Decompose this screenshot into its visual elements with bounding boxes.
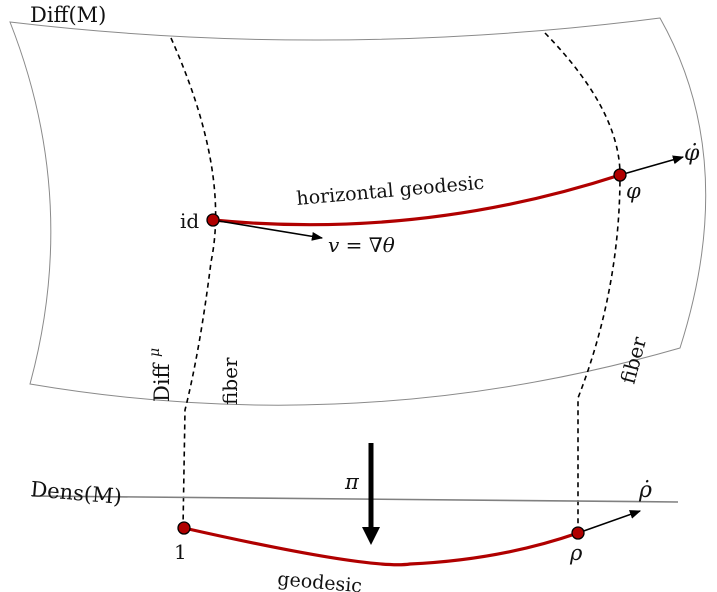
one-point xyxy=(177,521,191,535)
rho-point xyxy=(571,526,585,540)
diff-surface xyxy=(9,17,707,406)
dens-space-label: Dens(M) xyxy=(30,477,123,509)
phi-dot-arrow xyxy=(619,155,685,176)
identity-label: id xyxy=(180,209,199,233)
phi-label: φ xyxy=(626,179,641,203)
fiber-left-label: fiber xyxy=(218,357,242,405)
left-fiber-line xyxy=(170,37,217,529)
phi-dot-label: φ̇ xyxy=(684,141,700,166)
identity-point xyxy=(206,213,220,227)
rho-dot-arrow xyxy=(577,510,642,534)
horizontal-geodesic-curve xyxy=(212,173,621,227)
velocity-label: v = ∇θ xyxy=(328,233,395,257)
projection-label: π xyxy=(344,470,360,494)
phi-point xyxy=(613,168,627,182)
diff-mu-label-group: Diff μ xyxy=(147,348,174,402)
velocity-arrow xyxy=(212,219,324,241)
diff-mu-label: Diff xyxy=(150,361,174,402)
one-label: 1 xyxy=(174,540,187,564)
rho-label: ρ xyxy=(569,541,583,565)
geodesic-label: geodesic xyxy=(277,568,363,592)
horizontal-geodesic-label: horizontal geodesic xyxy=(296,172,486,210)
fiber-right-label: fiber xyxy=(616,334,652,387)
right-fiber-line xyxy=(544,32,621,532)
geodesic-curve xyxy=(183,526,579,567)
diff-mu-subscript: μ xyxy=(147,348,163,357)
dens-line xyxy=(31,495,679,503)
diff-space-label: Diff(M) xyxy=(30,3,106,27)
rho-dot-label: ρ̇ xyxy=(638,478,652,503)
projection-arrowhead xyxy=(362,527,380,545)
